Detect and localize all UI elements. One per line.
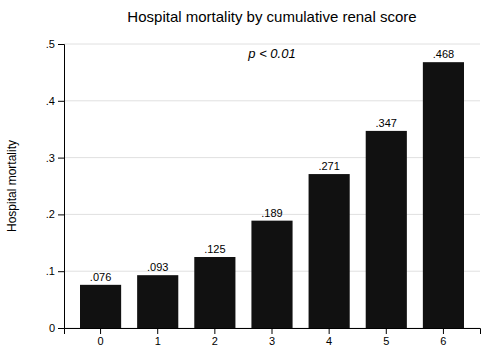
tick-label: 2 [212, 335, 218, 347]
data-labels: .076 .093 .125 .189 .271 .347 .468 [90, 48, 454, 283]
y-tick: .3 [46, 152, 64, 164]
tick-label: 0 [98, 335, 104, 347]
tick-label: 4 [326, 335, 332, 347]
tick-mark [443, 328, 444, 334]
y-axis-title: Hospital mortality [5, 140, 19, 232]
x-tick: 6 [440, 328, 446, 347]
tick-mark [58, 214, 64, 215]
x-tick: 3 [269, 328, 275, 347]
y-tick: .4 [46, 95, 64, 107]
tick-label: .5 [46, 38, 55, 50]
x-tick: 2 [212, 328, 218, 347]
tick-mark [100, 328, 101, 334]
tick-mark [58, 271, 64, 272]
data-label: .076 [90, 271, 111, 283]
bar [80, 285, 121, 328]
tick-label: .4 [46, 95, 55, 107]
tick-mark [157, 328, 158, 334]
grid-line [64, 44, 480, 45]
y-axis: 0 .1 .2 .3 .4 .5 [46, 38, 65, 334]
grid-line [64, 157, 480, 158]
y-tick: .2 [46, 208, 64, 220]
chart: 0 1 2 3 4 5 6 0 .1 .2 .3 .4 .5 .076 .093 .125 .189 .271 .3… [0, 0, 500, 360]
tick-label: 3 [269, 335, 275, 347]
data-label: .271 [318, 160, 339, 172]
axis-line [58, 45, 65, 329]
tick-mark [58, 101, 64, 102]
tick-mark [214, 328, 215, 334]
bar [194, 257, 235, 328]
bar [251, 221, 292, 328]
grid [64, 44, 480, 328]
data-label: .125 [204, 243, 225, 255]
data-label: .189 [261, 207, 282, 219]
tick-mark [58, 44, 64, 45]
tick-mark [329, 328, 330, 334]
axis-line [65, 329, 481, 335]
x-tick: 4 [326, 328, 332, 347]
data-label: .093 [147, 261, 168, 273]
tick-label: 0 [49, 322, 55, 334]
tick-mark [58, 328, 64, 329]
bar [137, 275, 178, 328]
bar [423, 62, 464, 328]
data-label: .468 [433, 48, 454, 60]
tick-label: 6 [440, 335, 446, 347]
tick-label: .1 [46, 265, 55, 277]
annotation: p < 0.01 [247, 46, 295, 61]
title: Hospital mortality by cumulative renal s… [127, 8, 416, 25]
bars [80, 62, 464, 328]
plot: 0 1 2 3 4 5 6 0 .1 .2 .3 .4 .5 .076 .093 .125 .189 .271 .3… [46, 38, 481, 347]
y-tick: 0 [49, 322, 64, 334]
x-tick: 5 [383, 328, 389, 347]
y-tick: .5 [46, 38, 64, 50]
tick-mark [386, 328, 387, 334]
tick-mark [272, 328, 273, 334]
tick-label: .3 [46, 152, 55, 164]
grid-line [64, 100, 480, 101]
tick-mark [58, 158, 64, 159]
bar [366, 131, 407, 328]
tick-label: 1 [155, 335, 161, 347]
bar [309, 174, 350, 328]
x-tick: 1 [155, 328, 161, 347]
y-tick: .1 [46, 265, 64, 277]
x-tick: 0 [98, 328, 104, 347]
x-axis: 0 1 2 3 4 5 6 [65, 328, 481, 347]
tick-label: 5 [383, 335, 389, 347]
tick-label: .2 [46, 208, 55, 220]
data-label: .347 [376, 117, 397, 129]
